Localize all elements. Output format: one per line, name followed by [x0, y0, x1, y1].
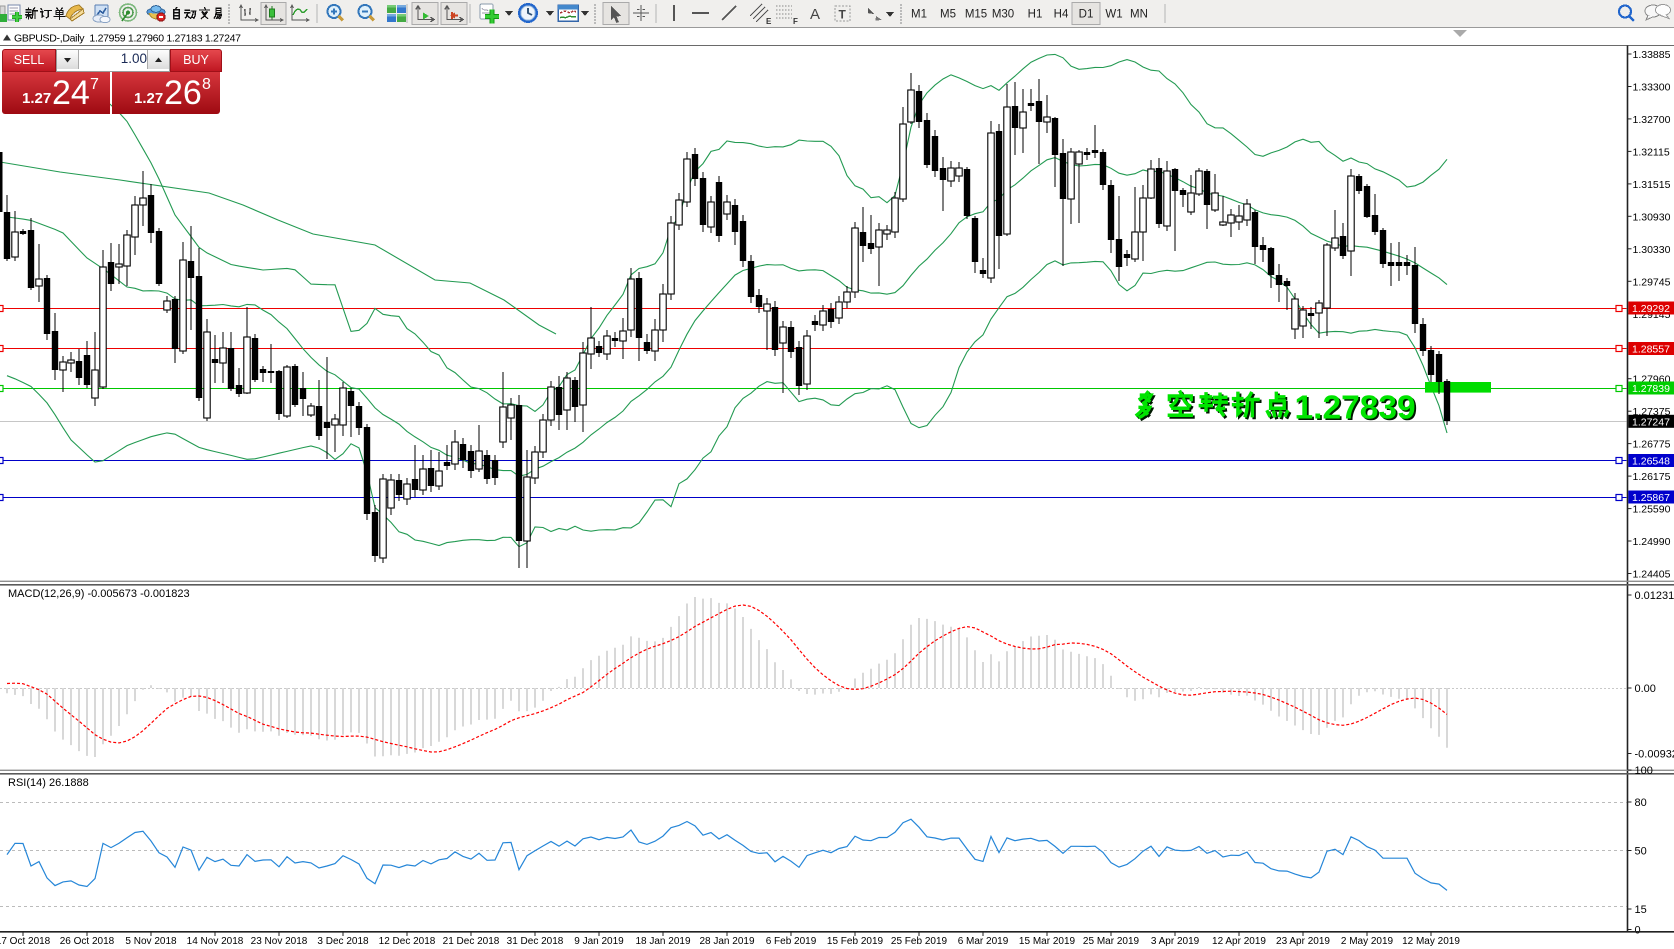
svg-text:F: F: [793, 17, 798, 26]
svg-text:3 Apr 2019: 3 Apr 2019: [1151, 936, 1200, 947]
svg-text:0: 0: [1635, 925, 1641, 937]
svg-text:1.24405: 1.24405: [1633, 569, 1671, 581]
svg-text:1.32700: 1.32700: [1633, 114, 1671, 126]
svg-text:15 Mar 2019: 15 Mar 2019: [1019, 936, 1076, 947]
svg-text:17 Oct 2018: 17 Oct 2018: [0, 936, 51, 947]
svg-text:28 Jan 2019: 28 Jan 2019: [699, 936, 754, 947]
svg-text:-0.009328: -0.009328: [1635, 749, 1674, 761]
svg-text:A: A: [810, 6, 820, 23]
svg-text:1.26548: 1.26548: [1632, 456, 1670, 468]
svg-text:14 Nov 2018: 14 Nov 2018: [187, 936, 244, 947]
svg-text:1.26775: 1.26775: [1633, 439, 1671, 451]
svg-text:31 Dec 2018: 31 Dec 2018: [507, 936, 564, 947]
svg-text:12 Dec 2018: 12 Dec 2018: [379, 936, 436, 947]
svg-text:1.33885: 1.33885: [1633, 49, 1671, 61]
svg-text:15: 15: [1635, 904, 1647, 916]
svg-text:M30: M30: [992, 9, 1014, 21]
svg-text:21 Dec 2018: 21 Dec 2018: [443, 936, 500, 947]
svg-text:M15: M15: [965, 9, 987, 21]
svg-text:26 Oct 2018: 26 Oct 2018: [60, 936, 115, 947]
svg-text:RSI(14) 26.1888: RSI(14) 26.1888: [8, 777, 89, 789]
svg-text:M5: M5: [940, 9, 956, 21]
svg-text:D1: D1: [1079, 9, 1094, 21]
svg-text:T: T: [839, 8, 847, 22]
svg-text:9 Jan 2019: 9 Jan 2019: [574, 936, 624, 947]
svg-text:W1: W1: [1105, 9, 1122, 21]
svg-text:H4: H4: [1054, 9, 1069, 21]
svg-text:25 Mar 2019: 25 Mar 2019: [1083, 936, 1140, 947]
svg-text:1.26175: 1.26175: [1633, 471, 1671, 483]
svg-text:1.27839: 1.27839: [1632, 383, 1670, 395]
svg-text:H1: H1: [1028, 9, 1043, 21]
svg-text:80: 80: [1635, 797, 1647, 809]
svg-text:1.30330: 1.30330: [1633, 244, 1671, 256]
svg-text:23 Nov 2018: 23 Nov 2018: [251, 936, 308, 947]
svg-text:5 Nov 2018: 5 Nov 2018: [125, 936, 177, 947]
svg-text:M1: M1: [911, 9, 927, 21]
svg-text:1.30930: 1.30930: [1633, 211, 1671, 223]
svg-text:1.24990: 1.24990: [1633, 536, 1671, 548]
svg-text:6 Mar 2019: 6 Mar 2019: [958, 936, 1009, 947]
svg-text:1.33300: 1.33300: [1633, 82, 1671, 94]
svg-text:50: 50: [1635, 846, 1647, 858]
svg-text:15 Feb 2019: 15 Feb 2019: [827, 936, 884, 947]
svg-text:GBPUSD-,Daily 1.27959 1.27960: GBPUSD-,Daily 1.27959 1.27960 1.27183 1.…: [14, 33, 241, 45]
svg-text:E: E: [766, 17, 772, 26]
svg-text:6 Feb 2019: 6 Feb 2019: [766, 936, 817, 947]
svg-text:18 Jan 2019: 18 Jan 2019: [635, 936, 690, 947]
svg-text:2 May 2019: 2 May 2019: [1341, 936, 1394, 947]
svg-text:1.27839: 1.27839: [1296, 391, 1417, 428]
svg-text:1.25590: 1.25590: [1633, 504, 1671, 516]
svg-text:3 Dec 2018: 3 Dec 2018: [317, 936, 369, 947]
svg-text:25 Feb 2019: 25 Feb 2019: [891, 936, 948, 947]
svg-text:1.31515: 1.31515: [1633, 179, 1671, 191]
svg-text:1.29292: 1.29292: [1632, 303, 1670, 315]
svg-text:MACD(12,26,9) -0.005673 -0.001: MACD(12,26,9) -0.005673 -0.001823: [8, 588, 190, 600]
svg-text:1.25867: 1.25867: [1632, 492, 1670, 504]
svg-text:1.27247: 1.27247: [1632, 417, 1670, 429]
svg-text:1.28557: 1.28557: [1632, 344, 1670, 356]
svg-text:MN: MN: [1130, 9, 1148, 21]
svg-text:0.012312: 0.012312: [1635, 590, 1674, 602]
svg-text:1.27839: 1.27839: [1295, 390, 1416, 427]
svg-text:12 Apr 2019: 12 Apr 2019: [1212, 936, 1266, 947]
svg-text:1.29745: 1.29745: [1633, 276, 1671, 288]
svg-text:12 May 2019: 12 May 2019: [1402, 936, 1460, 947]
svg-text:100: 100: [1635, 765, 1653, 777]
svg-text:1.32115: 1.32115: [1633, 146, 1670, 158]
svg-text:23 Apr 2019: 23 Apr 2019: [1276, 936, 1330, 947]
svg-text:0.00: 0.00: [1635, 683, 1656, 695]
